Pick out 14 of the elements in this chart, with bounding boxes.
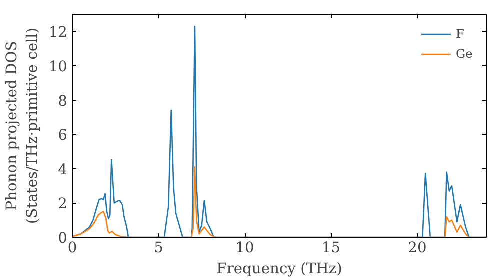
x-tick-label: 15 [322,240,341,256]
y-axis-title: Phonon projected DOS (States/THz·primitive cell) [3,28,41,224]
x-tick-label: 10 [236,240,254,256]
y-tick-label: 4 [58,161,68,178]
y-tick-label: 2 [58,196,68,213]
x-tick-label: 20 [408,240,427,256]
y-tick-label: 6 [58,127,68,144]
y-tick-label: 8 [58,92,68,110]
legend-label: Ge [456,47,474,61]
legend-label: F [456,27,466,41]
x-tick-label: 5 [154,240,164,256]
y-tick-label: 10 [48,58,68,76]
y-tick-label: 12 [48,24,68,42]
x-axis-title: Frequency (THz) [216,260,342,278]
